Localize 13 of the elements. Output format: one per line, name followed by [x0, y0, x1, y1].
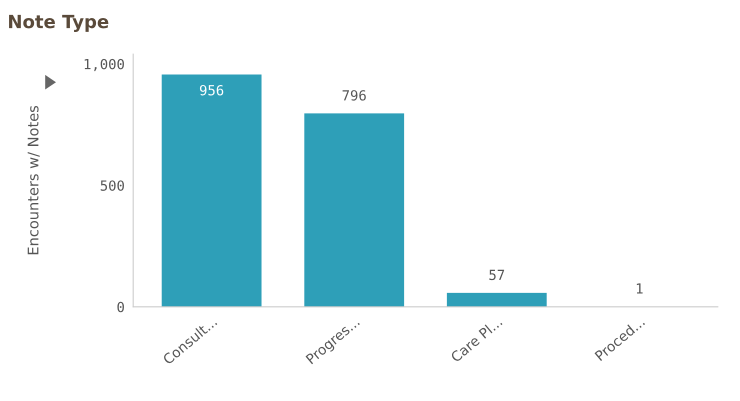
data-label: 57 [489, 270, 504, 280]
data-label: 1 [636, 283, 643, 294]
bar [304, 113, 404, 307]
bar [446, 292, 547, 307]
y-tick-label: 1,000 [84, 58, 124, 72]
bar [162, 74, 262, 307]
data-label: 956 [200, 84, 224, 96]
data-label: 796 [342, 90, 366, 101]
y-tick-label: 0 [117, 302, 124, 312]
chart-title: Note Type [9, 14, 108, 32]
x-tick-label: Care Pl... [450, 316, 503, 363]
y-tick-label: 500 [100, 180, 124, 191]
y-axis-title: Encounters w/ Notes [28, 106, 40, 254]
